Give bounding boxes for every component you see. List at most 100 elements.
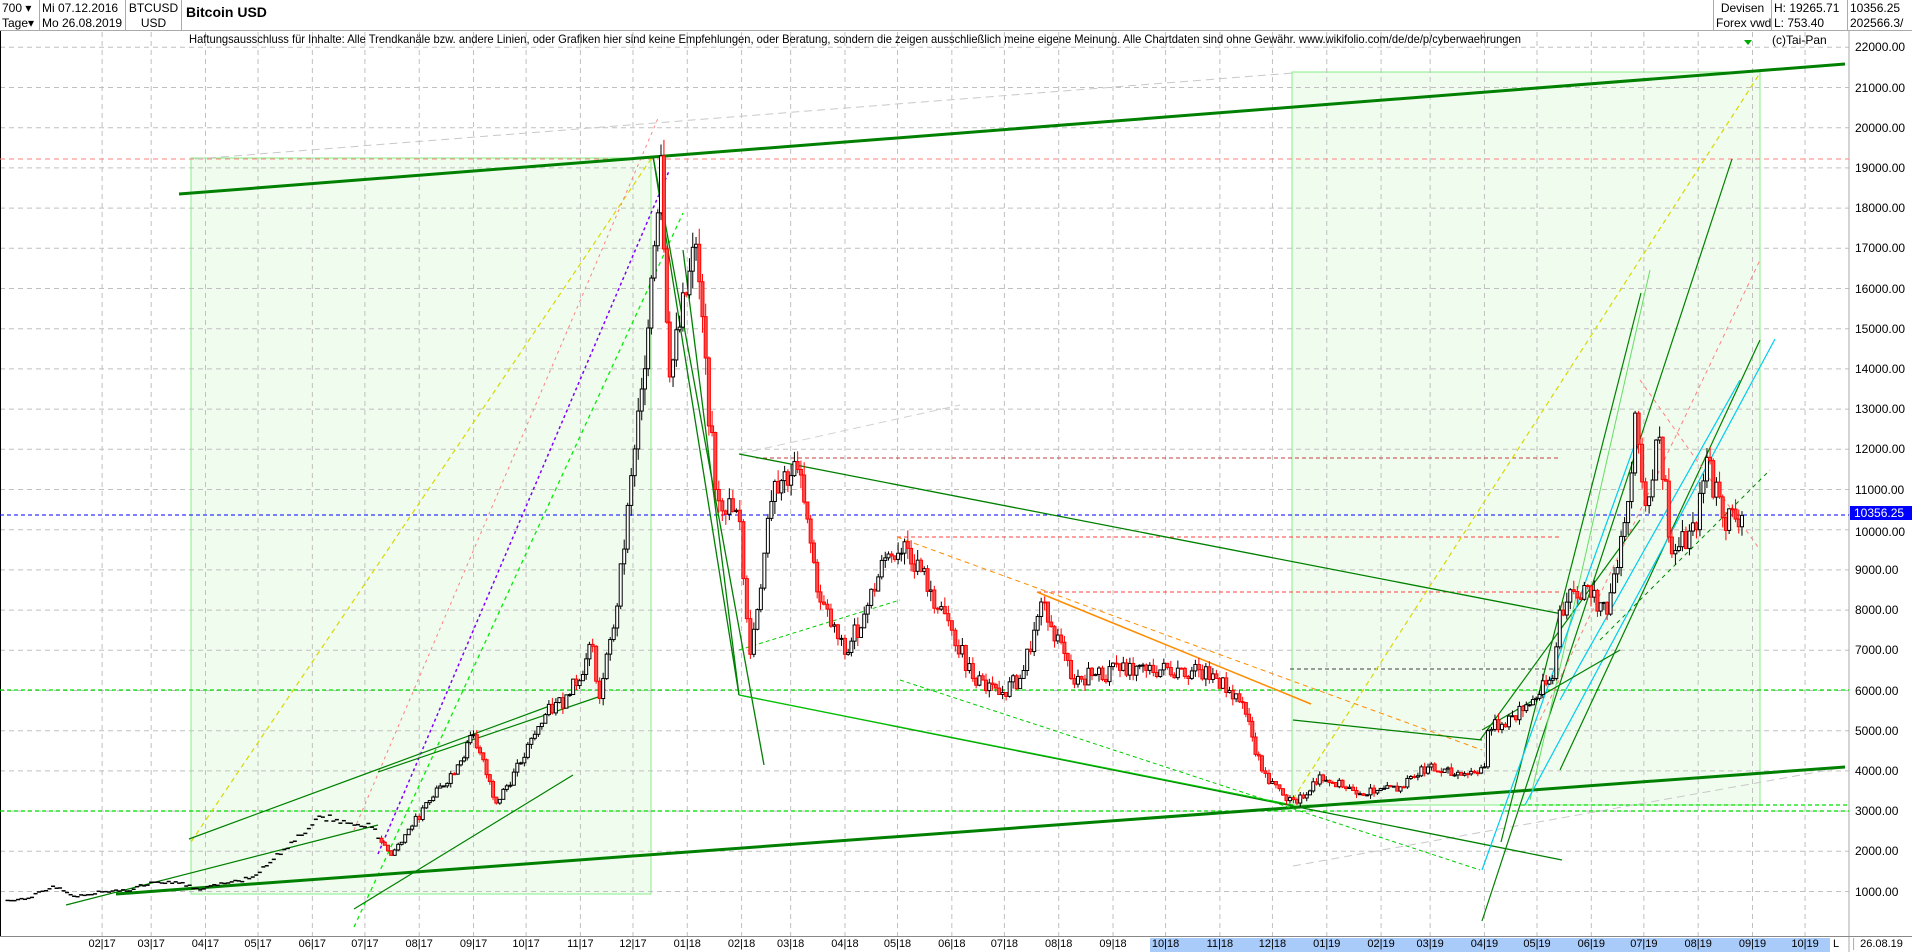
candle-up [649, 277, 654, 329]
candle-up [608, 639, 613, 655]
candle-down [1230, 690, 1235, 700]
trendline [738, 599, 901, 651]
candle-down [478, 747, 483, 754]
candle-down [1571, 589, 1576, 592]
candle-up [584, 658, 589, 676]
candle-up [862, 613, 867, 629]
candle-down [835, 624, 840, 640]
y-tick-label: 8000.00 [1855, 603, 1899, 618]
market: Devisen [1720, 1, 1765, 15]
candle-up [427, 800, 432, 804]
x-tick-label: 12|18 [1258, 938, 1287, 950]
candle-up [1408, 775, 1413, 779]
candle-up [1452, 774, 1457, 777]
candle-down [1186, 675, 1191, 679]
candle-up [772, 480, 777, 502]
candle-up [987, 682, 992, 692]
candle-down [1259, 755, 1264, 772]
candle-up [604, 653, 609, 680]
trendline [738, 404, 961, 455]
candle-down [925, 568, 930, 592]
candle-up [636, 410, 641, 450]
candle-down [1595, 589, 1600, 612]
y-tick-label: 18000.00 [1855, 201, 1906, 216]
candle-down [1334, 782, 1339, 788]
candle-up [615, 605, 620, 629]
candle-down [389, 850, 394, 856]
candle-up [915, 559, 920, 572]
y-tick-label: 14000.00 [1855, 361, 1906, 376]
candle-up [532, 733, 537, 739]
trendline [899, 679, 1481, 871]
candle-down [1694, 522, 1699, 531]
date-range[interactable]: Mi 07.12.2016 Mo 26.08.2019 [40, 0, 126, 31]
candle-down [872, 588, 877, 592]
y-tick-label: 17000.00 [1855, 241, 1906, 256]
trendline [1639, 379, 1761, 551]
candle-up [1203, 666, 1208, 680]
candle-up [1210, 673, 1215, 680]
candle-down [1079, 675, 1084, 680]
candle-up [465, 742, 470, 759]
candle-up [396, 843, 401, 851]
candle-up [511, 771, 516, 786]
candle-down [1472, 770, 1477, 774]
candle-down [1388, 785, 1393, 788]
candle-up [1175, 667, 1180, 679]
candle-up [1657, 436, 1662, 441]
y-tick-label: 15000.00 [1855, 321, 1906, 336]
candle-up [546, 703, 551, 716]
candle-up [1375, 789, 1380, 794]
high-low-box: H: 19265.71 L: 753.40 [1772, 0, 1848, 31]
candle-up [1158, 669, 1163, 678]
candle-down [1217, 677, 1222, 689]
candle-up [413, 815, 418, 827]
candle-up [424, 802, 429, 809]
candle-up [1141, 664, 1146, 667]
candle-down [1605, 601, 1610, 615]
candle-down [1042, 601, 1047, 604]
candle-up [1704, 456, 1709, 482]
candle-up [438, 785, 443, 789]
x-tick-label: 05|19 [1523, 938, 1551, 950]
candle-down [1028, 648, 1033, 653]
candle-down [1224, 677, 1229, 694]
candle-up [1673, 550, 1678, 555]
x-tick-label: 11|18 [1206, 938, 1234, 950]
candle-down [700, 281, 705, 318]
candle-up [1506, 715, 1511, 728]
candle-up [782, 471, 787, 482]
chevron-down-icon: ▾ [25, 1, 32, 15]
candle-up [1093, 673, 1098, 677]
candle-up [1220, 677, 1225, 689]
y-tick-label: 12000.00 [1855, 442, 1906, 457]
candle-up [1527, 704, 1532, 707]
candle-up [1697, 492, 1702, 531]
candle-down [474, 734, 479, 749]
candle-up [564, 694, 569, 709]
candle-down [1082, 678, 1087, 686]
y-tick-label: 13000.00 [1855, 402, 1906, 417]
bars-selector[interactable]: 700 ▾ Tage▾ [0, 0, 40, 31]
candle-up [1429, 763, 1434, 768]
y-tick-label: 7000.00 [1855, 643, 1899, 658]
candle-up [501, 788, 506, 800]
candle-down [1207, 666, 1212, 680]
candle-up [1097, 667, 1101, 675]
candle-down [811, 542, 816, 563]
last-value: 10356.25 [1850, 1, 1901, 15]
candle-down [484, 759, 489, 776]
y-tick-label: 10000.00 [1855, 524, 1906, 539]
symbol-box: BTCUSD USD [126, 0, 182, 31]
candle-up [1415, 775, 1420, 778]
x-axis[interactable]: L 26.08.19 02|17 03|17 04|17 05|17 06|17 07|1… [0, 936, 1912, 952]
candle-up [543, 714, 548, 724]
candle-down [1284, 794, 1289, 802]
candle-down [452, 773, 457, 776]
x-tick-label: 08|19 [1684, 938, 1712, 950]
candle-up [646, 327, 651, 370]
candle-up [518, 762, 523, 765]
candle-down [1496, 719, 1501, 731]
candle-up [536, 726, 541, 735]
